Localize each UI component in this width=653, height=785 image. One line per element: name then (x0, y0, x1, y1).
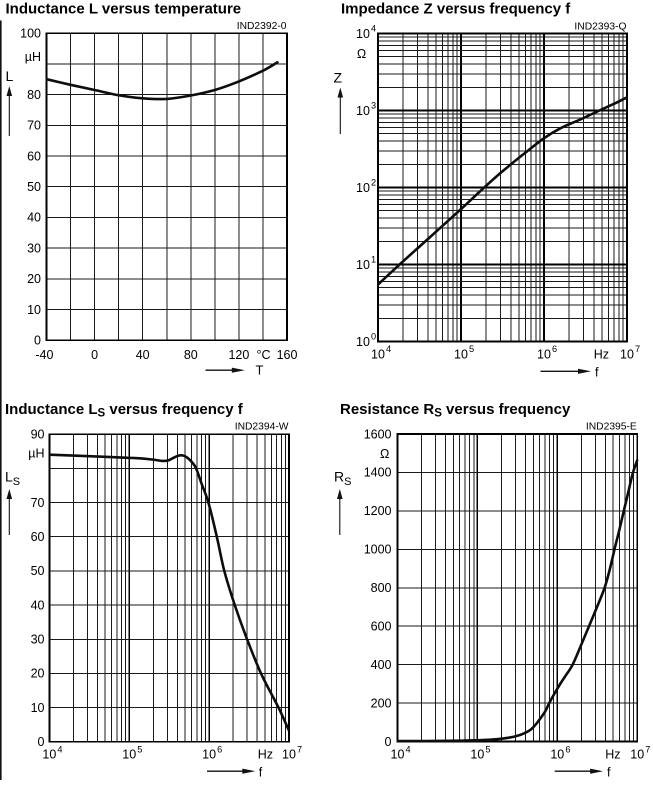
svg-text:10: 10 (27, 303, 41, 317)
svg-text:IND2395-E: IND2395-E (586, 421, 637, 432)
svg-text:IND2393-Q: IND2393-Q (574, 22, 626, 33)
svg-text:1200: 1200 (364, 504, 392, 518)
svg-text:30: 30 (27, 241, 41, 255)
svg-text:4: 4 (57, 744, 62, 754)
svg-text:L: L (6, 68, 14, 84)
svg-text:Impedance Z versus frequency f: Impedance Z versus frequency f (341, 1, 571, 18)
svg-text:Z: Z (334, 70, 343, 86)
svg-text:10: 10 (356, 104, 370, 118)
svg-text:Ω: Ω (357, 47, 366, 61)
svg-text:f: f (607, 765, 611, 779)
svg-text:0: 0 (38, 735, 45, 749)
svg-text:30: 30 (31, 633, 45, 647)
svg-text:7: 7 (645, 744, 650, 754)
svg-text:200: 200 (371, 696, 392, 710)
svg-text:f: f (259, 765, 263, 779)
svg-text:Hz: Hz (605, 748, 620, 762)
svg-text:1: 1 (371, 255, 376, 265)
svg-text:10: 10 (620, 347, 634, 361)
svg-text:µH: µH (28, 446, 44, 460)
svg-text:2: 2 (371, 178, 376, 188)
svg-text:7: 7 (635, 344, 640, 354)
svg-text:1000: 1000 (364, 543, 392, 557)
svg-text:600: 600 (371, 619, 392, 633)
svg-text:µH: µH (25, 50, 41, 64)
svg-text:10: 10 (356, 335, 370, 349)
svg-text:40: 40 (31, 598, 45, 612)
svg-text:40: 40 (27, 211, 41, 225)
svg-text:10: 10 (537, 347, 551, 361)
svg-text:4: 4 (386, 344, 391, 354)
svg-text:50: 50 (27, 180, 41, 194)
svg-text:7: 7 (297, 744, 302, 754)
svg-text:80: 80 (184, 348, 198, 362)
svg-text:120: 120 (228, 348, 249, 362)
svg-text:100: 100 (20, 27, 41, 41)
svg-text:Inductance L versus temperatur: Inductance L versus temperature (6, 1, 242, 18)
svg-text:70: 70 (27, 119, 41, 133)
svg-text:4: 4 (406, 744, 411, 754)
svg-text:70: 70 (31, 496, 45, 510)
svg-text:10: 10 (202, 748, 216, 762)
svg-text:5: 5 (485, 744, 490, 754)
svg-text:4: 4 (371, 24, 376, 34)
svg-text:10: 10 (42, 748, 56, 762)
svg-text:0: 0 (91, 348, 98, 362)
svg-text:10: 10 (371, 347, 385, 361)
svg-text:6: 6 (217, 744, 222, 754)
svg-text:50: 50 (31, 564, 45, 578)
svg-text:10: 10 (31, 701, 45, 715)
svg-text:40: 40 (136, 348, 150, 362)
svg-text:3: 3 (371, 101, 376, 111)
svg-text:T: T (256, 363, 264, 378)
svg-text:400: 400 (371, 658, 392, 672)
svg-text:Resistance RS versus frequency: Resistance RS versus frequency (340, 401, 571, 420)
svg-text:10: 10 (356, 181, 370, 195)
svg-text:0: 0 (385, 735, 392, 749)
svg-text:10: 10 (454, 347, 468, 361)
svg-text:1600: 1600 (364, 427, 392, 441)
svg-text:IND2392-0: IND2392-0 (237, 21, 287, 32)
svg-text:0: 0 (371, 332, 376, 342)
svg-text:1400: 1400 (364, 466, 392, 480)
svg-text:5: 5 (137, 744, 142, 754)
svg-text:60: 60 (31, 530, 45, 544)
svg-text:°C: °C (256, 348, 270, 362)
svg-text:Inductance LS versus frequency: Inductance LS versus frequency f (5, 401, 244, 420)
svg-text:-40: -40 (35, 348, 53, 362)
svg-text:IND2394-W: IND2394-W (235, 421, 289, 432)
svg-text:5: 5 (469, 344, 474, 354)
svg-text:6: 6 (565, 744, 570, 754)
svg-text:20: 20 (27, 272, 41, 286)
svg-text:Hz: Hz (594, 347, 609, 361)
svg-text:10: 10 (470, 748, 484, 762)
svg-text:10: 10 (122, 748, 136, 762)
svg-text:0: 0 (34, 334, 41, 348)
svg-text:10: 10 (356, 27, 370, 41)
svg-text:6: 6 (552, 344, 557, 354)
svg-text:10: 10 (550, 748, 564, 762)
svg-text:f: f (595, 366, 599, 380)
svg-text:90: 90 (31, 428, 45, 442)
svg-text:80: 80 (27, 88, 41, 102)
svg-text:Ω: Ω (380, 447, 389, 461)
svg-text:10: 10 (356, 258, 370, 272)
svg-text:20: 20 (31, 667, 45, 681)
svg-text:160: 160 (277, 348, 298, 362)
svg-text:10: 10 (282, 748, 296, 762)
svg-text:Hz: Hz (258, 748, 273, 762)
svg-text:10: 10 (391, 748, 405, 762)
svg-text:800: 800 (371, 581, 392, 595)
svg-text:60: 60 (27, 149, 41, 163)
svg-text:10: 10 (630, 748, 644, 762)
